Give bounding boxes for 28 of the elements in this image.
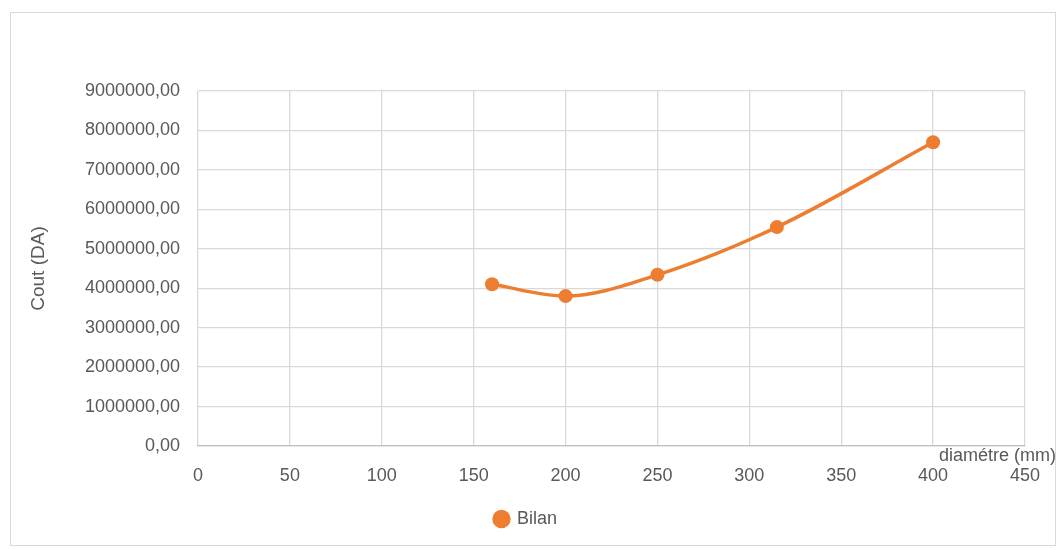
point [926,135,941,150]
x-tick-label: 50 [279,464,300,485]
y-tick-label: 3000000,00 [84,316,180,337]
y-tick-label: 5000000,00 [84,237,180,258]
x-tick-label: 0 [192,464,204,485]
y-tick-label: 1000000,00 [84,395,180,416]
y-tick-label: 9000000,00 [84,79,180,100]
y-tick-label: 0,00 [144,434,180,455]
point [558,289,573,304]
y-tick-label: 8000000,00 [84,119,180,140]
legend-label: Bilan [516,507,558,528]
y-tick-label: 2000000,00 [84,356,180,377]
x-tick-label: 300 [734,464,765,485]
point [650,267,665,282]
x-tick-label: 250 [642,464,673,485]
y-axis-title: Cout (DA) [26,226,48,311]
y-tick-label: 7000000,00 [84,158,180,179]
x-tick-label: 350 [826,464,857,485]
y-tick-label: 6000000,00 [84,198,180,219]
x-tick-label: 150 [458,464,489,485]
x-tick-label: 200 [550,464,581,485]
point [485,277,500,292]
x-axis-title: diamétre (mm) [938,444,1056,465]
x-tick-label: 450 [1009,464,1041,485]
x-tick-label: 400 [918,464,949,485]
point [769,220,784,235]
y-tick-label: 4000000,00 [84,277,180,298]
x-tick-label: 100 [366,464,397,485]
